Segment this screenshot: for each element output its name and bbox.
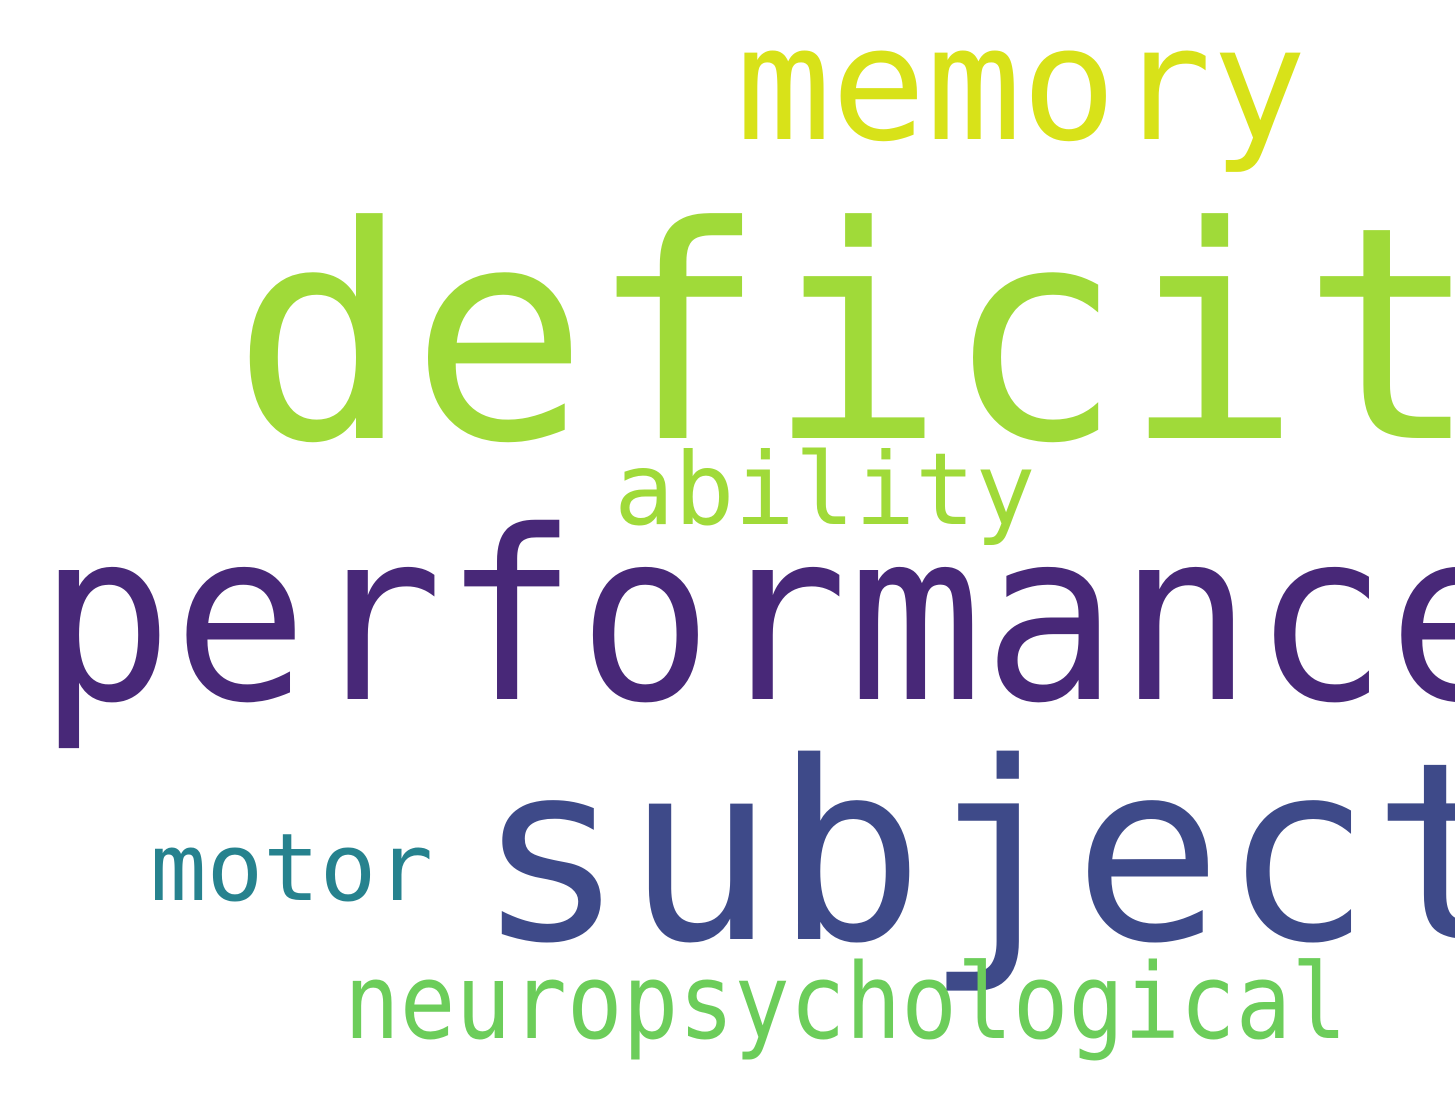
word-ability: ability (614, 431, 1036, 548)
word-performance: performance (38, 480, 1455, 755)
word-neuropsychological: neuropsychological (344, 941, 1348, 1063)
word-motor: motor (150, 814, 433, 923)
word-subject: subject (476, 710, 1455, 998)
word-memory: memory (736, 0, 1307, 177)
word-deficit: deficit (232, 163, 1455, 508)
